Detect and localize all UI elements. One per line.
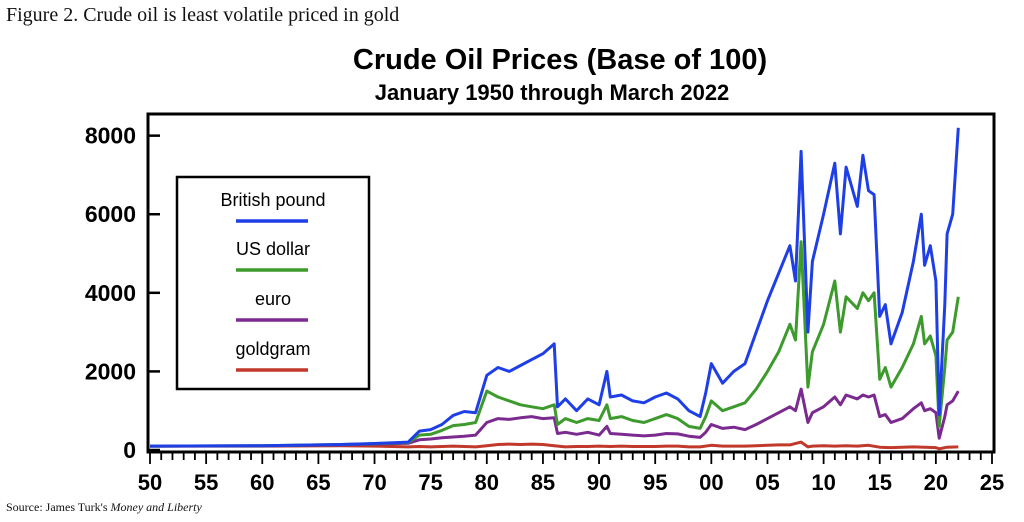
x-tick-label: 05 <box>755 470 779 495</box>
y-tick-label: 2000 <box>85 358 136 384</box>
series-line-us-dollar <box>149 240 960 448</box>
source-prefix: Source: James Turk's <box>6 500 111 514</box>
x-tick-label: 70 <box>362 470 386 495</box>
x-tick-label: 10 <box>811 470 835 495</box>
chart-subtitle: January 1950 through March 2022 <box>375 80 730 105</box>
x-tick-label: 65 <box>306 470 330 495</box>
y-tick-label: 0 <box>123 437 136 463</box>
legend-label: British pound <box>220 190 325 210</box>
figure-caption: Figure 2. Crude oil is least volatile pr… <box>6 4 400 26</box>
source-note: Source: James Turk's Money and Liberty <box>6 500 202 515</box>
x-tick-label: 75 <box>418 470 442 495</box>
y-tick-label: 8000 <box>85 123 136 149</box>
x-tick-label: 20 <box>924 470 948 495</box>
chart-title: Crude Oil Prices (Base of 100) <box>353 44 767 76</box>
series-line-goldgram <box>150 440 959 451</box>
legend-label: US dollar <box>236 239 310 259</box>
y-axis: 0 2000 4000 6000 8000 <box>85 123 160 463</box>
source-title: Money and Liberty <box>110 500 202 514</box>
x-tick-label: 50 <box>138 470 162 495</box>
x-tick-label: 60 <box>250 470 274 495</box>
x-tick-label: 15 <box>867 470 891 495</box>
y-tick-label: 4000 <box>85 280 136 306</box>
series-layer <box>149 127 960 451</box>
x-tick-label: 00 <box>699 470 723 495</box>
legend-label: euro <box>255 289 291 309</box>
x-tick-label: 25 <box>980 470 1004 495</box>
plot-frame <box>146 112 996 454</box>
x-tick-label: 95 <box>643 470 667 495</box>
series-line-british-pound <box>149 127 960 448</box>
legend-box <box>175 175 371 391</box>
x-tick-label: 80 <box>475 470 499 495</box>
series-line-euro <box>149 387 960 448</box>
legend: British pound US dollar euro goldgram <box>175 175 371 391</box>
y-tick-label: 6000 <box>85 201 136 227</box>
x-tick-label: 90 <box>587 470 611 495</box>
legend-label: goldgram <box>235 339 310 359</box>
x-tick-label: 85 <box>531 470 555 495</box>
x-tick-label: 55 <box>194 470 218 495</box>
x-axis: 50 55 60 65 70 75 80 85 90 95 00 05 10 15 20 25 <box>138 452 1004 495</box>
